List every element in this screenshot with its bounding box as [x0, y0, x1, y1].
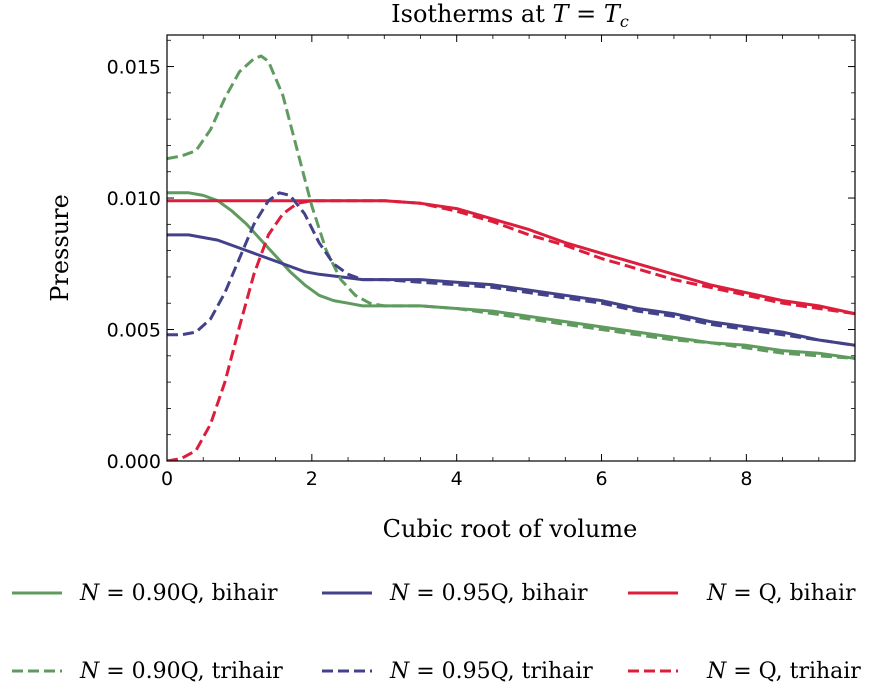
legend-label-5: N = Q, trihair [706, 659, 861, 684]
legend-var: N [706, 581, 727, 606]
series-line-2 [167, 199, 855, 316]
legend-rest: = Q, trihair [726, 659, 861, 684]
x-tick-label: 4 [451, 468, 463, 490]
legend-rest: = 0.95Q, trihair [409, 659, 593, 684]
y-axis-label: Pressure [46, 194, 74, 302]
chart-title-eq: = [568, 0, 603, 28]
chart-title-text: Isotherms at [391, 0, 552, 28]
y-tick-label: 0.005 [107, 320, 161, 342]
y-tick-label: 0.000 [107, 451, 161, 473]
chart-title: Isotherms at T = Tc [391, 0, 629, 31]
legend-var: N [79, 659, 100, 684]
legend: N = 0.90Q, bihair N = 0.95Q, bihair N = Q,… [12, 581, 861, 684]
legend-label-1: N = 0.95Q, bihair [389, 581, 588, 606]
legend-rest: = Q, bihair [726, 581, 856, 606]
legend-label-3: N = 0.90Q, trihair [79, 659, 283, 684]
series-line-5 [167, 199, 855, 461]
x-tick-label: 0 [161, 468, 173, 490]
series-line-0 [167, 191, 855, 360]
legend-label-4: N = 0.95Q, trihair [389, 659, 593, 684]
y-tick-label: 0.010 [107, 188, 161, 210]
legend-label-2: N = Q, bihair [706, 581, 856, 606]
series-lines [167, 54, 855, 461]
x-axis-label: Cubic root of volume [383, 515, 638, 543]
legend-var: N [389, 659, 410, 684]
plot-area: 0 2 4 6 8 0.000 0.005 0.010 0.015 [107, 34, 856, 490]
legend-rest: = 0.95Q, bihair [409, 581, 588, 606]
series-line-4 [167, 191, 855, 347]
legend-var: N [389, 581, 410, 606]
y-tick-label: 0.015 [107, 57, 161, 79]
x-tick-label: 8 [740, 468, 752, 490]
legend-rest: = 0.90Q, trihair [99, 659, 283, 684]
chart-title-var-c: T [604, 0, 622, 28]
legend-label-0: N = 0.90Q, bihair [79, 581, 278, 606]
legend-rest: = 0.90Q, bihair [99, 581, 278, 606]
plot-frame [166, 34, 856, 462]
legend-var: N [706, 659, 727, 684]
x-tick-label: 2 [306, 468, 318, 490]
chart-title-sub: c [620, 12, 629, 31]
series-line-3 [167, 54, 855, 360]
x-tick-label: 6 [595, 468, 607, 490]
legend-var: N [79, 581, 100, 606]
chart-title-var: T [552, 0, 570, 28]
